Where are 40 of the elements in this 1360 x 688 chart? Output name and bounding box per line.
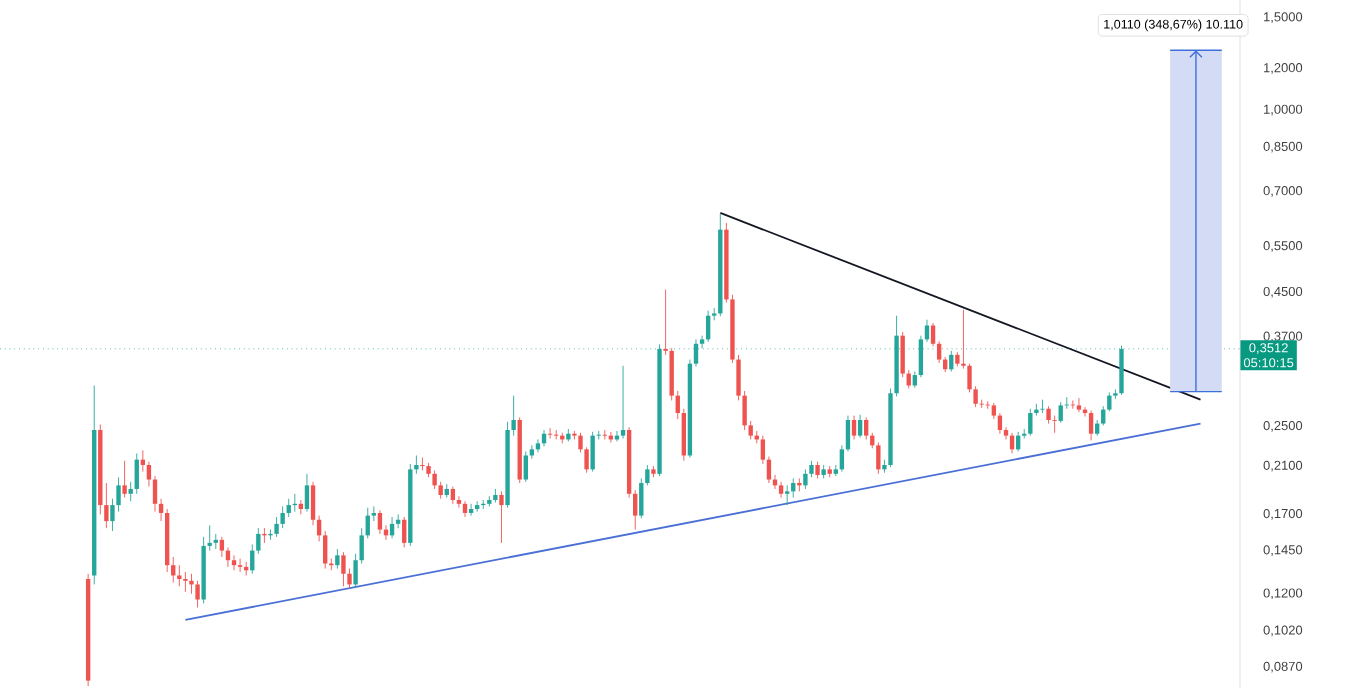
candlestick [547, 427, 553, 439]
candlestick [639, 477, 644, 519]
candlestick [280, 505, 285, 529]
candlestick [1119, 345, 1124, 396]
candlestick [864, 416, 869, 440]
candlestick [1040, 399, 1045, 414]
candlestick [195, 580, 200, 608]
candlestick [335, 548, 340, 570]
candlestick [602, 429, 607, 440]
candlestick [1058, 401, 1063, 424]
candlestick [468, 503, 474, 517]
candlestick [797, 477, 802, 492]
candlestick [784, 484, 790, 506]
candlestick [122, 460, 127, 498]
candlestick [620, 365, 626, 439]
candlestick [456, 495, 462, 509]
candlestick [876, 441, 881, 475]
candlestick [1088, 409, 1094, 441]
candlestick [803, 468, 808, 490]
candlestick [778, 481, 784, 498]
candlestick [1028, 408, 1033, 437]
candlestick [231, 554, 237, 571]
candlestick [851, 415, 857, 440]
candlestick [134, 452, 139, 495]
candlestick [523, 450, 528, 483]
candlestick [183, 571, 188, 593]
candlestick [177, 564, 182, 587]
candlestick [462, 500, 468, 518]
candlestick [304, 473, 310, 513]
candlestick [590, 431, 595, 473]
candlestick [286, 498, 291, 518]
candlestick [402, 516, 407, 548]
candlestick [857, 414, 863, 438]
candlestick [499, 490, 504, 544]
candlestick [1076, 397, 1082, 413]
candlestick [420, 457, 425, 471]
candlestick [237, 558, 243, 573]
candlestick [341, 551, 346, 587]
candlestick [553, 429, 559, 440]
candlestick [377, 509, 383, 535]
